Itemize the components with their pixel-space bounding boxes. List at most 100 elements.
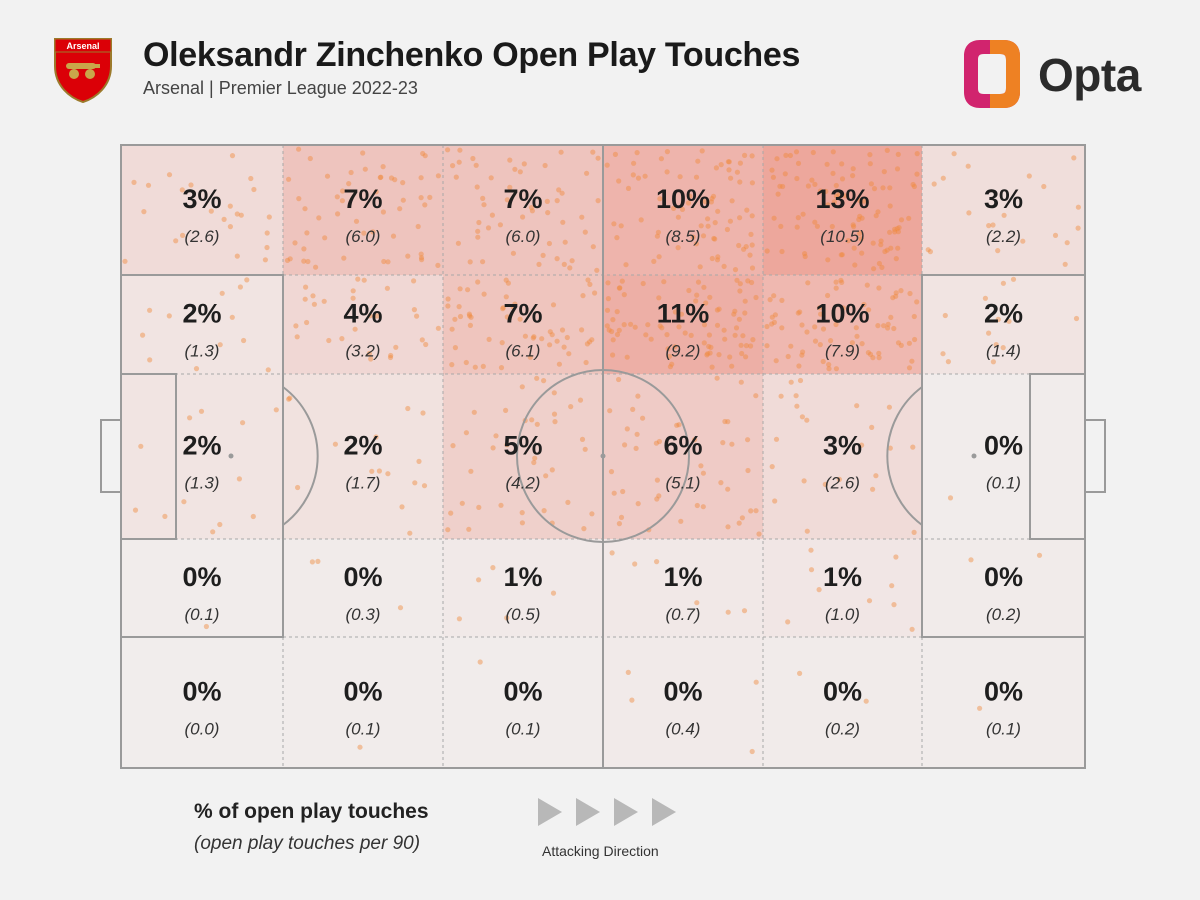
touch-dot xyxy=(712,236,718,242)
touch-dot xyxy=(1010,276,1017,282)
touch-dot xyxy=(472,364,478,370)
touch-dot xyxy=(708,199,715,205)
touch-dot xyxy=(727,354,733,360)
touch-dot xyxy=(367,313,373,319)
right-penalty-spot xyxy=(971,453,977,459)
touch-dot xyxy=(350,288,356,294)
touch-dot xyxy=(738,379,744,385)
touch-dot xyxy=(709,255,715,262)
touch-dot xyxy=(794,175,800,182)
touch-dot xyxy=(785,619,791,625)
touch-dot xyxy=(449,362,455,368)
touch-dot xyxy=(373,434,379,440)
touch-dot xyxy=(390,233,397,239)
touch-dot xyxy=(982,295,989,301)
touch-dot xyxy=(674,422,680,428)
touch-dot xyxy=(236,476,242,482)
touch-dot xyxy=(488,175,494,181)
touch-dot xyxy=(616,521,623,527)
touch-dot xyxy=(868,181,875,187)
zone-percent-label: 10% xyxy=(815,299,869,329)
touch-dot xyxy=(694,292,700,298)
touch-dot xyxy=(322,235,328,241)
touch-dot xyxy=(795,160,802,166)
touch-dot xyxy=(797,377,804,384)
touch-dot xyxy=(875,209,881,215)
touch-dot xyxy=(621,292,627,298)
touch-dot xyxy=(742,298,748,304)
touch-dot xyxy=(607,408,613,414)
touch-dot xyxy=(590,244,596,250)
touch-dot xyxy=(421,483,428,489)
touch-dot xyxy=(732,332,738,338)
touch-dot xyxy=(581,526,587,532)
touch-dot xyxy=(405,253,411,259)
touch-dot xyxy=(497,222,503,228)
touch-dot xyxy=(706,343,712,350)
zone-percent-label: 11% xyxy=(657,299,710,329)
touch-dot xyxy=(480,195,486,201)
touch-dot xyxy=(842,193,848,199)
touch-dot xyxy=(734,169,741,175)
touch-dot xyxy=(715,208,721,214)
touch-dot xyxy=(412,480,418,486)
touch-dot xyxy=(583,359,589,366)
touch-dot xyxy=(587,281,593,287)
touch-dot xyxy=(303,284,309,290)
touch-dot xyxy=(605,296,612,302)
touch-dot xyxy=(504,615,510,621)
touch-dot xyxy=(820,358,826,365)
attacking-direction-label: Attacking Direction xyxy=(542,843,659,859)
touch-dot xyxy=(888,314,894,320)
touch-dot xyxy=(632,561,638,567)
touch-dot xyxy=(947,495,954,501)
touch-dot xyxy=(473,162,479,168)
touch-dot xyxy=(632,324,638,330)
touch-dot xyxy=(316,215,322,221)
touch-dot xyxy=(725,486,731,492)
touch-dot xyxy=(695,279,702,285)
zone-per90-label: (2.6) xyxy=(185,227,220,246)
touch-dot xyxy=(568,404,574,410)
touch-dot xyxy=(887,185,893,191)
touch-dot xyxy=(609,550,615,556)
heat-cell xyxy=(922,275,1085,374)
touch-dot xyxy=(642,173,648,179)
touch-dot xyxy=(748,231,754,237)
zone-percent-label: 0% xyxy=(823,677,862,707)
touch-dot xyxy=(742,310,748,316)
touch-dot xyxy=(799,352,805,358)
touch-dot xyxy=(720,440,726,446)
touch-dot xyxy=(616,285,623,291)
touch-dot xyxy=(859,215,865,221)
touch-dot xyxy=(610,352,616,358)
touch-dot xyxy=(612,151,619,157)
touch-dot xyxy=(682,330,688,336)
touch-dot xyxy=(701,284,707,290)
touch-dot xyxy=(986,330,992,336)
touch-dot xyxy=(771,215,777,221)
touch-dot xyxy=(311,301,317,307)
touch-dot xyxy=(453,174,459,180)
touch-dot xyxy=(737,215,743,221)
touch-dot xyxy=(986,223,992,229)
touch-dot xyxy=(606,327,612,333)
touch-dot xyxy=(307,155,313,162)
zone-percent-label: 1% xyxy=(503,562,542,592)
touch-dot xyxy=(618,223,624,229)
touch-dot xyxy=(480,363,486,369)
touch-dot xyxy=(251,186,257,193)
touch-dot xyxy=(850,166,856,172)
touch-dot xyxy=(419,257,425,263)
touch-dot xyxy=(295,484,301,491)
touch-dot xyxy=(617,285,623,291)
touch-dot xyxy=(869,424,875,430)
touch-dot xyxy=(715,254,721,260)
touch-dot xyxy=(724,226,731,233)
touch-dot xyxy=(616,376,622,383)
touch-dot xyxy=(181,499,187,505)
touch-dot xyxy=(614,331,621,338)
touch-dot xyxy=(416,458,422,464)
zone-percent-label: 1% xyxy=(663,562,702,592)
touch-dot xyxy=(1036,552,1043,558)
